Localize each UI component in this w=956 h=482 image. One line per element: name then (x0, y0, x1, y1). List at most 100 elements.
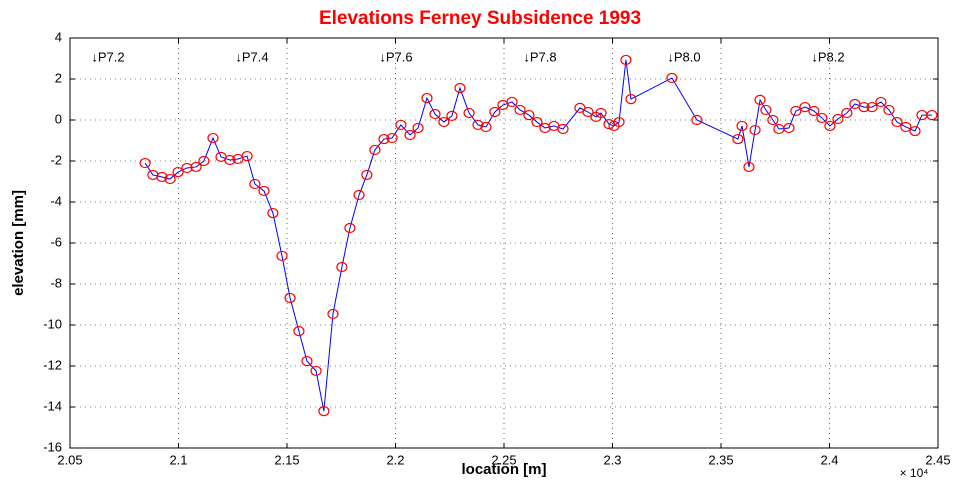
data-point (666, 72, 678, 84)
data-point (378, 133, 390, 145)
data-point (463, 107, 475, 119)
x-tick-label: 2.1 (169, 452, 187, 467)
data-point (404, 129, 416, 141)
x-tick-label: 2.25 (491, 452, 516, 467)
y-tick-label: 2 (55, 70, 62, 85)
data-point (832, 113, 844, 125)
data-point (749, 124, 761, 136)
annotation: ↓P7.6 (379, 49, 412, 64)
data-point (736, 120, 748, 132)
series-line (144, 59, 932, 412)
data-point (190, 161, 202, 173)
data-point (301, 355, 313, 367)
data-point (582, 106, 594, 118)
chart-title: Elevations Ferney Subsidence 1993 (319, 8, 641, 29)
data-point (421, 92, 433, 104)
x-tick-label: 2.3 (603, 452, 621, 467)
x-tick-label: 2.15 (274, 452, 299, 467)
data-point (506, 96, 518, 108)
data-point (336, 261, 348, 273)
y-tick-label: -14 (43, 398, 62, 413)
data-point (841, 107, 853, 119)
data-point (276, 250, 288, 262)
data-point (783, 122, 795, 134)
x-tick-label: 2.45 (925, 452, 950, 467)
data-point (369, 144, 381, 156)
data-point (293, 326, 305, 337)
data-point (808, 105, 820, 117)
data-point (799, 101, 811, 113)
data-point (472, 119, 484, 131)
x-tick-label: 2.35 (708, 452, 733, 467)
data-point (824, 120, 836, 132)
data-point (241, 150, 253, 162)
data-point (353, 189, 365, 201)
data-point (181, 162, 193, 174)
data-point (557, 123, 569, 135)
y-axis-label: elevation [mm] (10, 190, 27, 296)
y-tick-label: -6 (50, 234, 62, 249)
y-tick-label: -4 (50, 193, 62, 208)
data-point (514, 104, 526, 116)
data-point (531, 116, 543, 128)
data-point (446, 110, 458, 122)
x-tick-label: 2.05 (57, 452, 82, 467)
data-point (900, 121, 912, 133)
y-tick-label: -10 (43, 316, 62, 331)
data-point (284, 292, 296, 304)
data-point (139, 157, 151, 169)
annotation: ↓P8.0 (667, 49, 700, 64)
data-point (224, 154, 236, 166)
data-point (595, 107, 607, 119)
data-point (891, 116, 903, 128)
data-point (790, 105, 802, 117)
data-point (438, 116, 450, 128)
data-point (875, 96, 887, 108)
data-point (412, 122, 424, 134)
data-point (164, 173, 176, 185)
annotation: ↓P7.4 (235, 49, 268, 64)
data-point (386, 132, 398, 144)
y-tick-label: 0 (55, 111, 62, 126)
data-point (816, 112, 828, 124)
data-point (454, 82, 466, 94)
annotation: ↓P7.2 (91, 49, 124, 64)
annotation: ↓P8.2 (811, 49, 844, 64)
plot-frame (69, 37, 939, 449)
data-point (620, 54, 632, 66)
data-point (926, 109, 938, 121)
data-point (732, 133, 744, 145)
data-point (754, 94, 766, 106)
data-point (395, 119, 407, 131)
data-point (691, 114, 703, 126)
data-point (866, 101, 878, 113)
y-tick-label: 4 (55, 29, 62, 44)
data-point (480, 121, 492, 133)
data-point (625, 93, 637, 105)
data-point (207, 132, 219, 144)
data-point (361, 169, 373, 181)
data-point (489, 106, 501, 118)
data-point (760, 104, 772, 116)
data-point (172, 166, 184, 178)
data-point (327, 308, 339, 320)
data-point (883, 104, 895, 116)
y-tick-label: -2 (50, 152, 62, 167)
data-point (767, 114, 779, 126)
annotation: ↓P7.8 (523, 49, 556, 64)
data-point (198, 155, 210, 167)
data-point (858, 101, 870, 113)
data-point (743, 161, 755, 173)
data-point (318, 406, 330, 417)
y-tick-label: -12 (43, 357, 62, 372)
data-point (429, 108, 441, 120)
data-point (613, 116, 625, 128)
data-point (258, 185, 270, 197)
data-point (909, 125, 921, 137)
x-axis-label: location [m] (462, 461, 547, 478)
x-tick-label: 2.2 (386, 452, 404, 467)
data-point (249, 178, 261, 190)
y-tick-label: -8 (50, 275, 62, 290)
